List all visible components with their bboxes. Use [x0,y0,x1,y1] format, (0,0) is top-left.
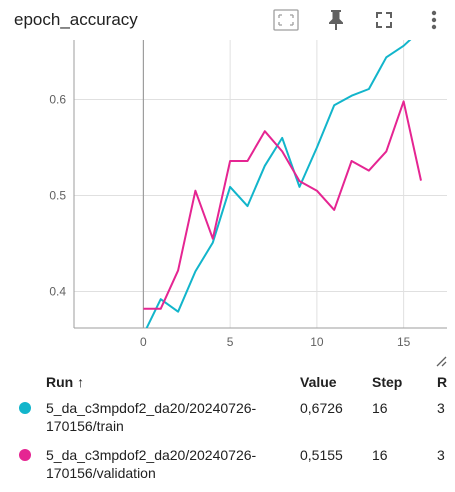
x-tick-label: 5 [227,335,234,349]
run-relative: 3 [437,400,445,416]
line-chart[interactable]: 0.4 0.5 0.6 0 5 10 15 [0,40,455,360]
more-vert-icon [431,10,437,30]
run-relative: 3 [437,447,445,463]
run-step: 16 [372,447,388,463]
run-column-header[interactable]: Run ↑ [46,374,85,390]
table-row: 5_da_c3mpdof2_da20/20240726-170156/train… [0,396,455,443]
card-title: epoch_accuracy [14,10,138,29]
y-tick-label: 0.6 [49,93,66,107]
table-row: 5_da_c3mpdof2_da20/20240726-170156/valid… [0,443,455,490]
relative-column-header: R [437,374,448,390]
fit-domain-icon [273,9,299,31]
step-column-header: Step [372,374,403,390]
card-header: epoch_accuracy [0,0,455,40]
resize-handle-icon [436,356,447,367]
fit-domain-button[interactable] [272,6,300,34]
x-tick-label: 10 [310,335,324,349]
x-tick-label: 0 [140,335,147,349]
run-name: 5_da_c3mpdof2_da20/20240726-170156/train [46,400,257,434]
run-color-swatch [19,402,31,414]
series-line-validation [143,100,422,310]
pin-button[interactable] [322,6,350,34]
y-tick-label: 0.4 [49,285,66,299]
tick-labels: 0.4 0.5 0.6 0 5 10 15 [49,93,410,349]
table-header: Run ↑ Value Step R [0,368,455,396]
run-name: 5_da_c3mpdof2_da20/20240726-170156/valid… [46,447,257,481]
value-column-header: Value [300,374,337,390]
y-tick-label: 0.5 [49,189,66,203]
resize-handle[interactable] [434,354,448,368]
grid [74,40,447,328]
run-color-swatch [19,449,31,461]
run-step: 16 [372,400,388,416]
chart-area[interactable]: 0.4 0.5 0.6 0 5 10 15 [0,40,455,360]
x-tick-label: 15 [397,335,411,349]
series [143,40,422,328]
more-options-button[interactable] [420,6,448,34]
run-value: 0,6726 [300,400,343,416]
series-line-train [145,40,412,328]
runs-table: Run ↑ Value Step R 5_da_c3mpdof2_da20/20… [0,368,455,490]
pin-icon [329,10,343,30]
fullscreen-button[interactable] [370,6,398,34]
run-value: 0,5155 [300,447,343,463]
axes [73,40,447,329]
fullscreen-icon [376,12,392,28]
